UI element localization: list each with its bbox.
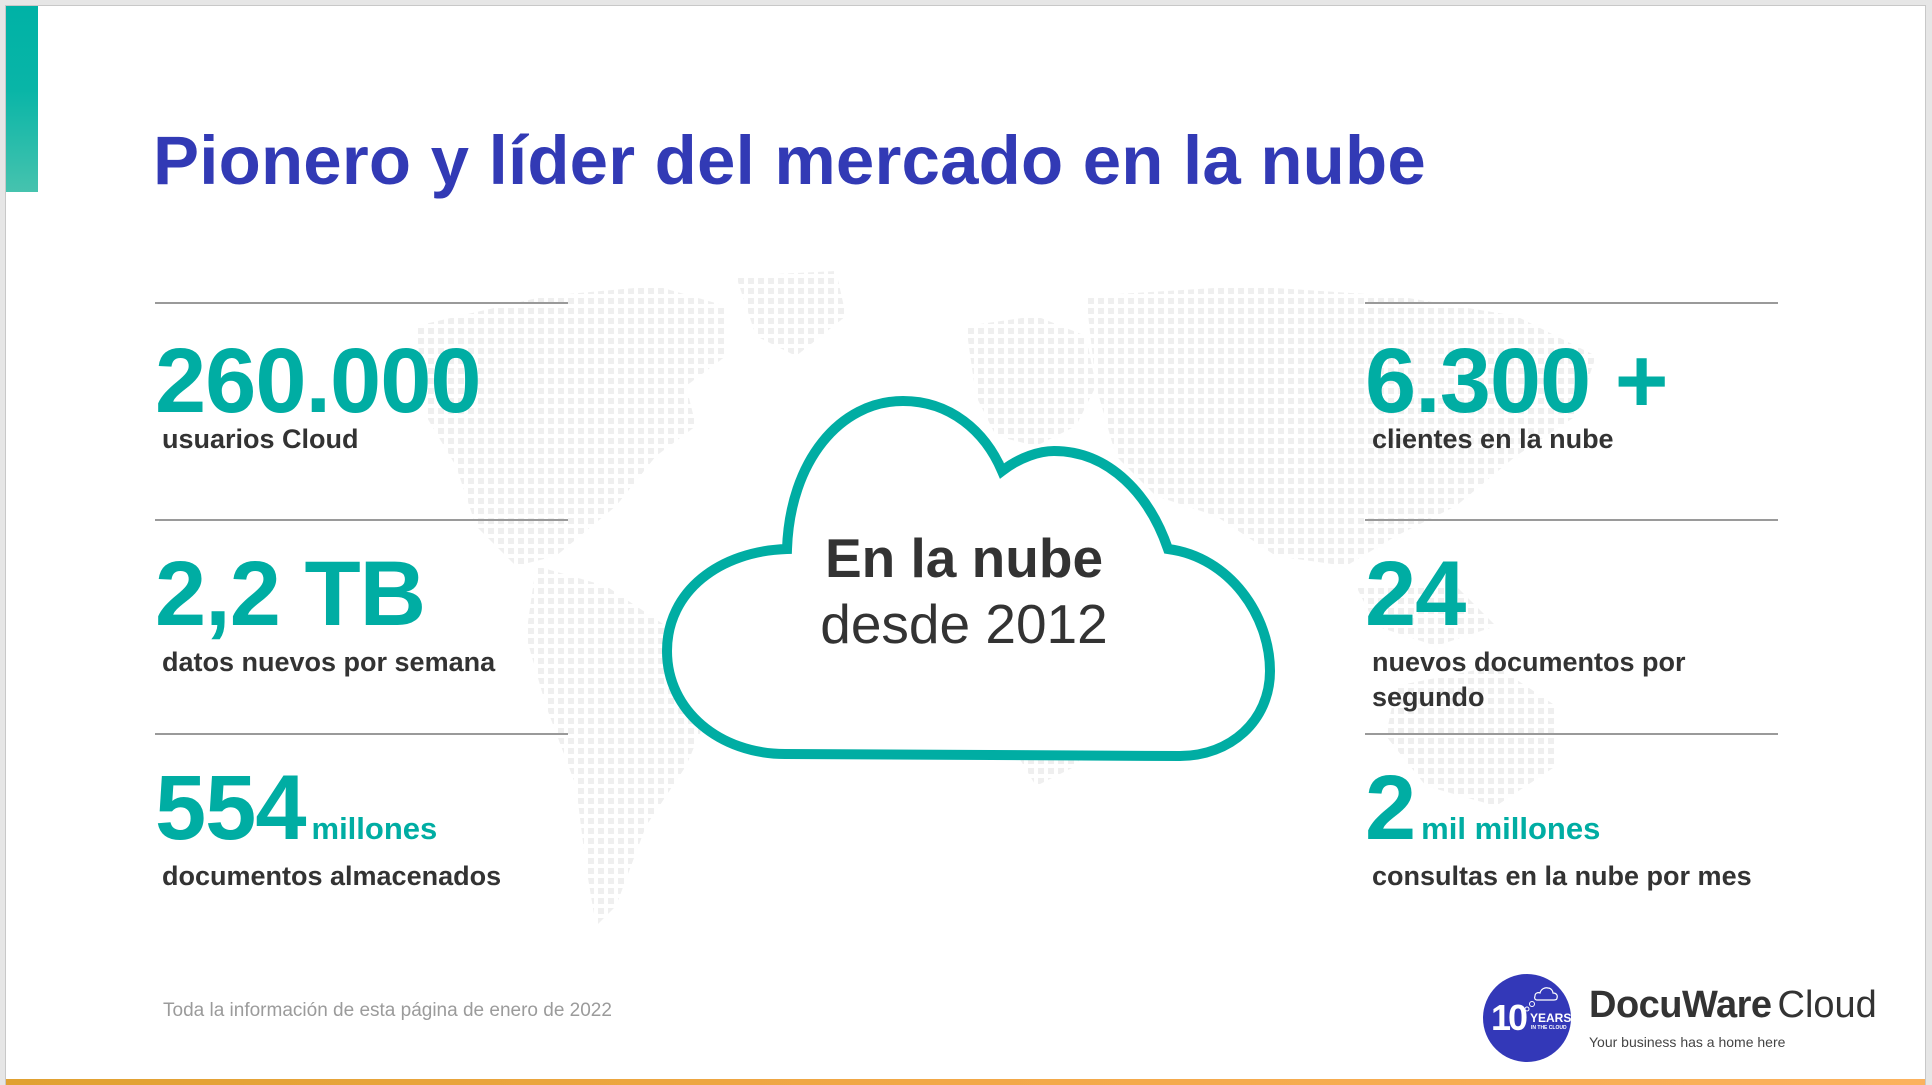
divider [1365,519,1778,521]
stat-value: 554 [155,757,306,859]
stat-value: 24 [1365,543,1466,645]
brand-name-bold: DocuWare [1589,984,1772,1026]
stat-label: consultas en la nube por mes [1372,861,1752,891]
stat-value: 260.000 [155,330,482,432]
divider [1365,302,1778,304]
stat-new-documents-per-second: 24 nuevos documentos por segundo [1365,519,1778,719]
divider [1365,733,1778,735]
stat-label: usuarios Cloud [162,424,359,454]
accent-bar [6,6,38,192]
badge-years: YEARS [1530,1011,1572,1025]
stat-monthly-queries: 2 mil millones consultas en la nube por m… [1365,733,1778,903]
stat-unit: millones [311,811,438,846]
stat-unit: mil millones [1421,811,1601,846]
stat-label: documentos almacenados [162,861,502,891]
stat-label: clientes en la nube [1372,424,1614,454]
stat-label: nuevos documentos por segundo [1372,647,1686,712]
footnote: Toda la información de esta página de en… [163,1000,612,1021]
brand-logo: DocuWare Cloud [1589,986,1877,1024]
ten-years-badge: 10 YEARS IN THE CLOUD [1483,974,1571,1062]
stat-value: 2,2 TB [155,543,426,645]
stat-stored-documents: 554 millones documentos almacenados [155,733,568,903]
slide: Pionero y líder del mercado en la nube 2… [5,5,1926,1085]
stat-value: 2 [1365,757,1416,859]
stat-cloud-customers: 6.300 + clientes en la nube [1365,302,1778,472]
stat-new-data: 2,2 TB datos nuevos por semana [155,519,568,689]
badge-number: 10 [1491,997,1528,1038]
stat-cloud-users: 260.000 usuarios Cloud [155,302,568,472]
divider [155,302,568,304]
brand-tagline: Your business has a home here [1589,1034,1786,1050]
cloud-heading: En la nube [824,527,1104,589]
brand-name-light: Cloud [1777,984,1877,1026]
divider [155,519,568,521]
badge-subtitle: IN THE CLOUD [1531,1025,1567,1031]
cloud-callout: En la nube desde 2012 [640,371,1300,771]
divider [155,733,568,735]
cloud-subheading: desde 2012 [820,593,1108,655]
stat-value: 6.300 + [1365,330,1669,432]
thought-cloud-icon [1524,987,1558,1012]
cloud-outline-icon [661,395,1276,762]
bottom-accent-bar [6,1079,1925,1085]
stat-label: datos nuevos por semana [162,647,496,677]
page-title: Pionero y líder del mercado en la nube [153,122,1426,199]
